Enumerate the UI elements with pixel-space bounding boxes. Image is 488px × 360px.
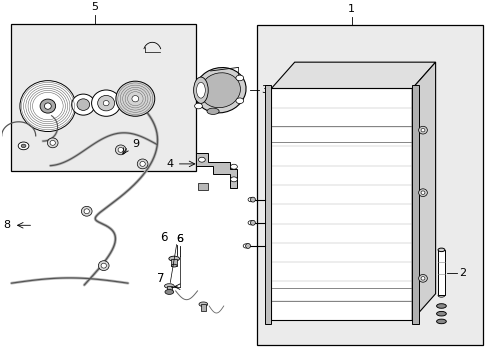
Ellipse shape [171, 264, 177, 267]
Ellipse shape [132, 95, 139, 102]
Bar [201, 304, 205, 311]
Ellipse shape [436, 304, 446, 308]
Ellipse shape [98, 261, 109, 271]
Circle shape [21, 144, 26, 148]
Ellipse shape [194, 68, 245, 113]
Text: 1: 1 [347, 4, 354, 14]
Text: 3: 3 [261, 85, 268, 95]
Circle shape [230, 164, 237, 169]
Circle shape [230, 177, 237, 182]
Polygon shape [271, 62, 435, 89]
Ellipse shape [77, 99, 89, 111]
Ellipse shape [245, 243, 250, 248]
Ellipse shape [200, 73, 240, 108]
Circle shape [194, 103, 202, 109]
Text: 4: 4 [166, 159, 173, 169]
Ellipse shape [137, 159, 148, 169]
Text: 9: 9 [132, 139, 139, 149]
Bar [171, 258, 177, 266]
Ellipse shape [47, 138, 58, 148]
Bar [256, 25, 482, 345]
Ellipse shape [437, 294, 444, 297]
Ellipse shape [420, 191, 424, 194]
Circle shape [247, 198, 253, 202]
Circle shape [235, 75, 243, 81]
Polygon shape [196, 153, 237, 189]
Ellipse shape [81, 206, 92, 216]
Ellipse shape [420, 276, 424, 280]
Ellipse shape [115, 145, 126, 155]
Polygon shape [271, 89, 411, 320]
Bar [264, 85, 271, 324]
Circle shape [243, 244, 248, 248]
Text: 6: 6 [176, 234, 183, 244]
Ellipse shape [91, 90, 121, 116]
Ellipse shape [164, 284, 174, 288]
Ellipse shape [20, 81, 76, 131]
Circle shape [247, 221, 253, 225]
Ellipse shape [98, 95, 114, 111]
Ellipse shape [437, 248, 444, 252]
Ellipse shape [50, 140, 55, 145]
Ellipse shape [250, 197, 255, 202]
Text: 8: 8 [3, 220, 10, 230]
Ellipse shape [436, 311, 446, 316]
Ellipse shape [196, 82, 205, 98]
Text: 2: 2 [458, 267, 465, 278]
Ellipse shape [420, 129, 424, 132]
Bar [437, 250, 444, 296]
Ellipse shape [164, 289, 173, 294]
Ellipse shape [418, 274, 427, 282]
Ellipse shape [206, 108, 219, 114]
Ellipse shape [418, 189, 427, 197]
Ellipse shape [44, 103, 51, 109]
Ellipse shape [199, 302, 207, 306]
Bar [166, 286, 171, 292]
Text: 6: 6 [176, 234, 183, 244]
Bar [411, 85, 418, 324]
Ellipse shape [418, 126, 427, 134]
Circle shape [18, 142, 29, 150]
Ellipse shape [40, 99, 56, 113]
Text: 5: 5 [91, 3, 98, 12]
Bar [198, 183, 208, 190]
Text: 6: 6 [160, 230, 167, 244]
Ellipse shape [250, 220, 255, 225]
Ellipse shape [118, 147, 123, 152]
Ellipse shape [140, 161, 145, 166]
Ellipse shape [168, 256, 179, 261]
Bar [11, 23, 196, 171]
Ellipse shape [116, 81, 154, 116]
Ellipse shape [436, 319, 446, 324]
Circle shape [235, 98, 243, 104]
Ellipse shape [84, 209, 89, 214]
Ellipse shape [72, 94, 95, 115]
Ellipse shape [193, 77, 208, 103]
Ellipse shape [103, 100, 109, 106]
Circle shape [198, 157, 205, 162]
Text: 7: 7 [157, 272, 164, 285]
Ellipse shape [101, 263, 106, 268]
Polygon shape [411, 62, 435, 320]
